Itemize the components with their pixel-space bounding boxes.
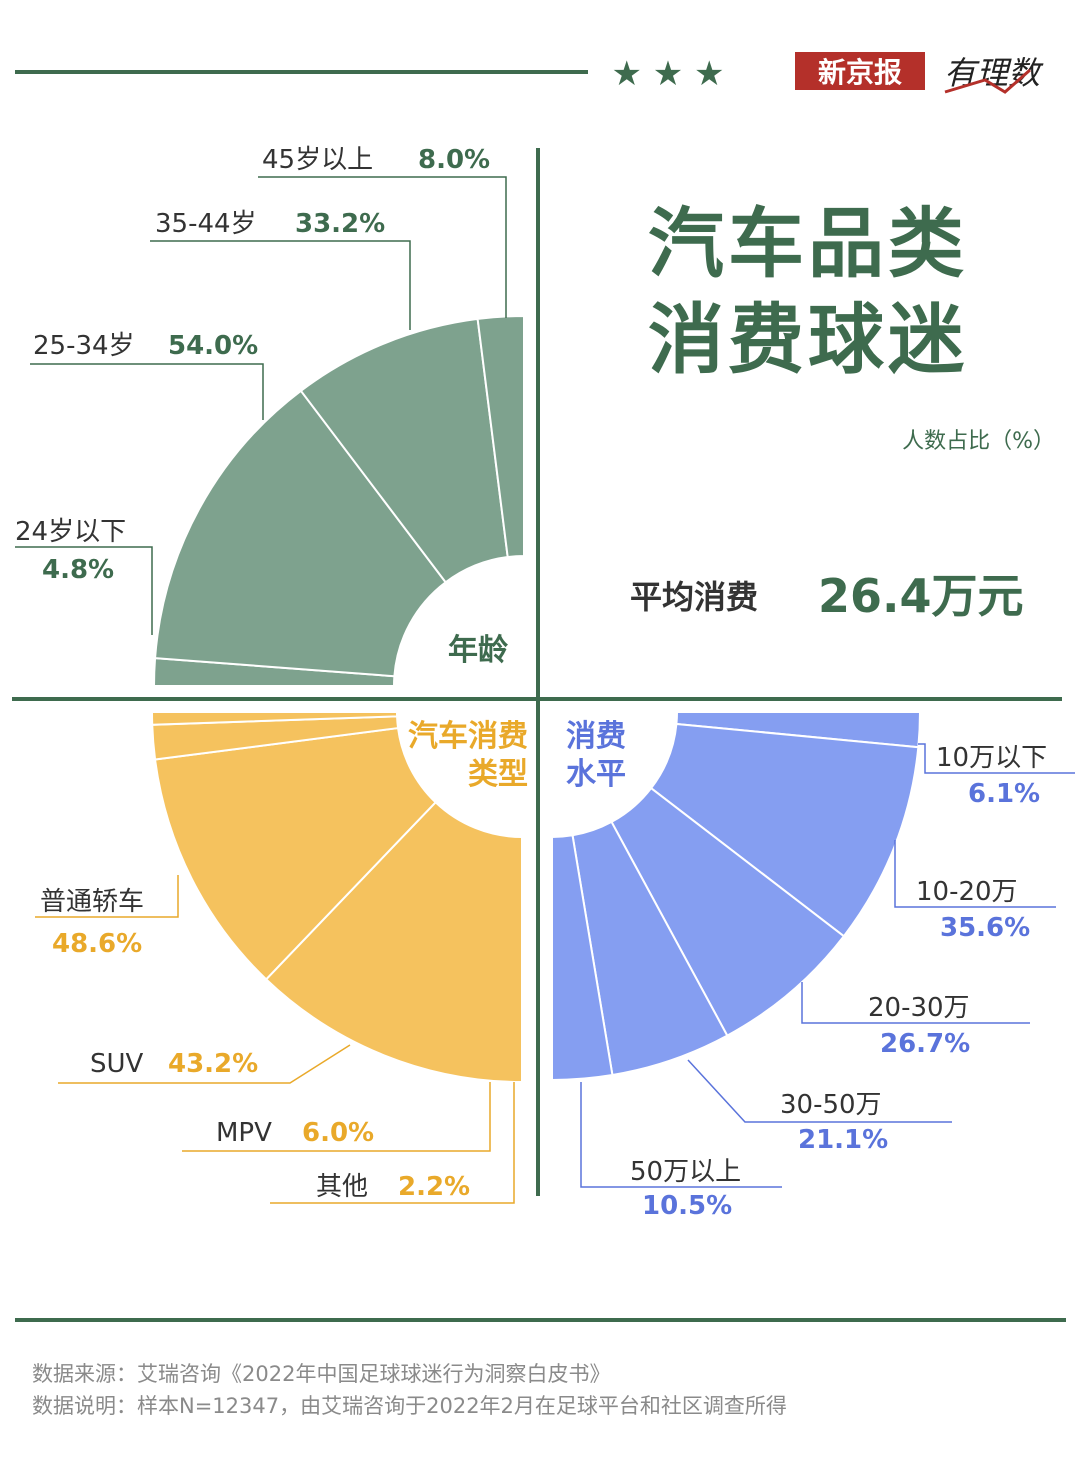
level-label-1: 10-20万 xyxy=(916,877,1018,907)
age-label-0: 24岁以下 xyxy=(15,517,126,547)
type-slice-3 xyxy=(150,711,399,726)
callout-line xyxy=(30,363,264,420)
callout-line xyxy=(687,1059,952,1123)
header-stars: ★ ★ ★ xyxy=(611,54,724,94)
level-slice-4 xyxy=(551,834,614,1082)
age-slice-3 xyxy=(476,314,525,559)
callout-line xyxy=(258,176,507,318)
brand-badge xyxy=(795,52,925,90)
type-label-0: 普通轿车 xyxy=(40,887,144,917)
callout-line xyxy=(801,982,1030,1024)
age-label-1: 25-34岁 xyxy=(33,331,135,361)
brand-logo-stroke xyxy=(944,68,1031,94)
callout-line xyxy=(270,1082,515,1204)
type-hub-label-1: 汽车消费 xyxy=(408,719,528,754)
type-callouts: 普通轿车 48.6% SUV 43.2% MPV 6.0% 其他 2.2% xyxy=(35,875,515,1204)
footer-source: 数据来源：艾瑞咨询《2022年中国足球球迷行为洞察白皮书》 xyxy=(32,1362,610,1386)
callout-line xyxy=(894,840,1056,908)
level-value-1: 35.6% xyxy=(940,913,1030,943)
level-hub-label-2: 水平 xyxy=(566,757,626,792)
age-slice-1 xyxy=(153,389,448,678)
type-hub-label-2: 类型 xyxy=(468,757,528,792)
avg-value: 26.4万元 xyxy=(818,569,1024,623)
avg-label: 平均消费 xyxy=(630,578,758,616)
level-hub-label-1: 消费 xyxy=(566,719,626,754)
age-callouts: 24岁以下 4.8% 25-34岁 54.0% 35-44岁 33.2% 45岁… xyxy=(15,145,507,635)
callout-line xyxy=(580,1082,782,1188)
callout-line xyxy=(35,875,179,918)
type-value-0: 48.6% xyxy=(52,929,142,959)
callout-line xyxy=(182,1082,491,1152)
age-label-3: 45岁以上 xyxy=(262,145,373,175)
footer-note: 数据说明：样本N=12347，由艾瑞咨询于2022年2月在足球平台和社区调查所得 xyxy=(32,1394,787,1418)
type-slice-1 xyxy=(153,726,437,981)
type-label-1: SUV xyxy=(90,1049,144,1079)
callout-line xyxy=(150,240,411,330)
age-value-2: 33.2% xyxy=(295,209,385,239)
level-label-4: 50万以上 xyxy=(630,1157,741,1187)
type-slice-0 xyxy=(264,800,523,1084)
level-value-3: 21.1% xyxy=(798,1125,888,1155)
car-type-pie xyxy=(150,711,523,1084)
type-label-2: MPV xyxy=(216,1118,272,1148)
spending-level-pie xyxy=(551,711,922,1082)
callout-line xyxy=(58,1044,351,1084)
callout-line xyxy=(918,743,1075,774)
age-hub-label: 年龄 xyxy=(448,633,509,668)
brand-name: 新京报 xyxy=(818,56,902,89)
age-value-0: 4.8% xyxy=(42,555,114,585)
level-value-2: 26.7% xyxy=(880,1029,970,1059)
level-label-3: 30-50万 xyxy=(780,1090,882,1120)
age-label-2: 35-44岁 xyxy=(155,209,257,239)
type-label-3: 其他 xyxy=(316,1172,368,1202)
age-slice-2 xyxy=(299,317,509,584)
age-value-3: 8.0% xyxy=(418,145,490,175)
level-value-4: 10.5% xyxy=(642,1191,732,1221)
age-pie xyxy=(152,314,525,687)
level-slice-1 xyxy=(649,722,920,938)
unit-note: 人数占比（%） xyxy=(902,429,1055,454)
level-label-0: 10万以下 xyxy=(936,743,1047,773)
level-label-2: 20-30万 xyxy=(868,993,970,1023)
callout-line xyxy=(15,546,153,635)
age-value-1: 54.0% xyxy=(168,331,258,361)
type-value-2: 6.0% xyxy=(302,1118,374,1148)
type-value-3: 2.2% xyxy=(398,1172,470,1202)
title-line-2: 消费球迷 xyxy=(648,295,968,384)
level-value-0: 6.1% xyxy=(968,779,1040,809)
level-callouts: 10万以下 6.1% 10-20万 35.6% 20-30万 26.7% 30-… xyxy=(580,743,1075,1221)
title-line-1: 汽车品类 xyxy=(648,199,968,288)
type-value-1: 43.2% xyxy=(168,1049,258,1079)
